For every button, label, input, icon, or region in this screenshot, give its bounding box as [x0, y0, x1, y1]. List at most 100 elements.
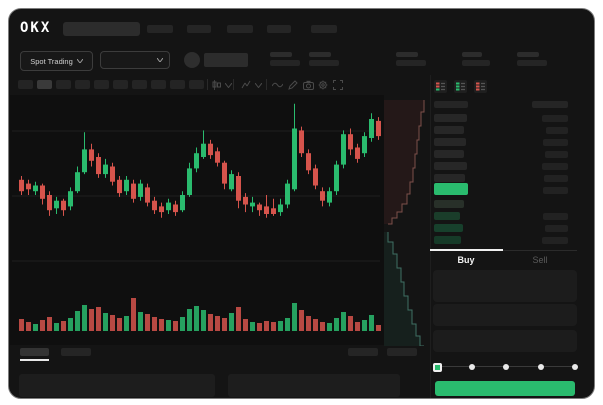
ask-price-bar — [434, 114, 467, 122]
bottom-tab-active-placeholder[interactable] — [20, 348, 49, 356]
line-style-wave-icon[interactable] — [272, 82, 283, 88]
orderbook-ask-row[interactable] — [431, 125, 577, 136]
buy-button[interactable] — [435, 381, 575, 396]
candle-body — [327, 191, 332, 203]
candle-body — [19, 179, 24, 192]
bottom-tab-placeholder[interactable] — [61, 348, 91, 356]
stat-label-placeholder — [517, 52, 539, 57]
bid-price-bar — [434, 200, 464, 208]
orderbook-ask-row[interactable] — [431, 161, 577, 172]
settings-gear-icon[interactable] — [318, 80, 328, 90]
slider-stop-dot[interactable] — [572, 364, 578, 370]
book-bids-only-icon[interactable] — [454, 80, 467, 93]
nav-item-placeholder[interactable] — [147, 25, 173, 33]
toolbar-divider — [266, 79, 267, 90]
coin-avatar — [184, 52, 200, 68]
bottom-action-placeholder[interactable] — [387, 348, 417, 356]
ask-price-bar — [434, 150, 464, 158]
volume-bar — [292, 303, 297, 331]
market-type-selector[interactable]: Spot Trading — [20, 51, 93, 71]
timeframe-pill[interactable] — [113, 80, 128, 89]
fullscreen-icon[interactable] — [333, 80, 343, 90]
volume-bar — [362, 320, 367, 331]
timeframe-pill[interactable] — [37, 80, 52, 89]
candle-body — [362, 136, 367, 154]
book-combined-icon[interactable] — [434, 80, 447, 93]
volume-bar — [110, 315, 115, 331]
slider-stop-dot[interactable] — [468, 364, 475, 370]
volume-bar — [320, 322, 325, 331]
volume-bar — [68, 318, 73, 331]
volume-bar — [82, 305, 87, 331]
last-price-indicator[interactable] — [434, 183, 468, 195]
timeframe-pill[interactable] — [18, 80, 33, 89]
nav-item-placeholder[interactable] — [267, 25, 291, 33]
volume-bar — [75, 311, 80, 331]
tab-sell[interactable]: Sell — [532, 255, 548, 265]
chevron-down-icon[interactable] — [255, 83, 262, 88]
orderbook-ask-row[interactable] — [431, 137, 577, 148]
volume-bar — [257, 323, 262, 331]
candle-body — [341, 134, 346, 165]
volume-bar — [33, 324, 38, 331]
nav-item-placeholder[interactable] — [311, 25, 337, 33]
total-input[interactable] — [433, 330, 577, 352]
depth-chart[interactable] — [384, 96, 428, 346]
orderbook-ask-row[interactable] — [431, 149, 577, 160]
volume-bar — [131, 298, 136, 331]
bottom-panel-placeholder — [19, 374, 215, 397]
candle-body — [124, 179, 129, 192]
nav-item-placeholder[interactable] — [187, 25, 211, 33]
ask-price-bar — [434, 162, 467, 170]
timeframe-pill[interactable] — [151, 80, 166, 89]
okx-logo[interactable]: OKX — [20, 20, 52, 36]
orderbook-ask-row[interactable] — [431, 113, 577, 124]
bottom-action-placeholder[interactable] — [348, 348, 378, 356]
pair-name-placeholder[interactable] — [204, 53, 248, 67]
timeframe-pill[interactable] — [75, 80, 90, 89]
panel-divider — [430, 75, 431, 398]
book-asks-only-icon[interactable] — [474, 80, 487, 93]
price-chart[interactable] — [8, 8, 595, 399]
timeframe-pill[interactable] — [132, 80, 147, 89]
orderbook-bid-row[interactable] — [431, 235, 577, 246]
timeframe-pill[interactable] — [94, 80, 109, 89]
slider-stop-dot[interactable] — [537, 364, 544, 370]
volume-bar — [194, 306, 199, 331]
tab-divider — [430, 250, 577, 251]
draw-pencil-icon[interactable] — [288, 80, 298, 90]
volume-bar — [222, 318, 227, 331]
nav-item-placeholder[interactable] — [227, 25, 253, 33]
tab-buy[interactable]: Buy — [457, 255, 475, 265]
slider-handle[interactable] — [432, 362, 442, 372]
timeframe-pill[interactable] — [56, 80, 71, 89]
volume-bar — [61, 321, 66, 331]
candle-body — [159, 206, 164, 213]
candle-body — [229, 174, 234, 190]
volume-bar — [327, 323, 332, 331]
volume-bar — [19, 319, 24, 331]
volume-bar — [124, 316, 129, 331]
amount-input[interactable] — [433, 304, 577, 326]
slider-stop-dot[interactable] — [503, 364, 509, 370]
indicator-icon[interactable] — [241, 80, 251, 90]
price-input[interactable] — [433, 270, 577, 302]
bid-price-bar — [434, 212, 460, 220]
orderbook-bid-row[interactable] — [431, 223, 577, 234]
candle-body — [306, 153, 311, 171]
orderbook-header-price-placeholder — [434, 101, 468, 108]
search-input[interactable] — [63, 22, 140, 36]
volume-bar — [201, 310, 206, 331]
orderbook-bid-row[interactable] — [431, 211, 577, 222]
interval-candle-icon[interactable] — [212, 80, 221, 90]
orderbook-bid-row[interactable] — [431, 199, 577, 210]
ask-amount-bar — [542, 114, 568, 122]
ask-amount-bar — [543, 138, 568, 146]
timeframe-pill[interactable] — [170, 80, 185, 89]
camera-icon[interactable] — [303, 80, 314, 90]
timeframe-pill[interactable] — [189, 80, 204, 89]
pair-selector[interactable] — [100, 51, 170, 69]
orderbook-ask-row[interactable] — [431, 173, 577, 184]
chevron-down-icon[interactable] — [225, 83, 232, 88]
market-type-label: Spot Trading — [30, 56, 73, 66]
